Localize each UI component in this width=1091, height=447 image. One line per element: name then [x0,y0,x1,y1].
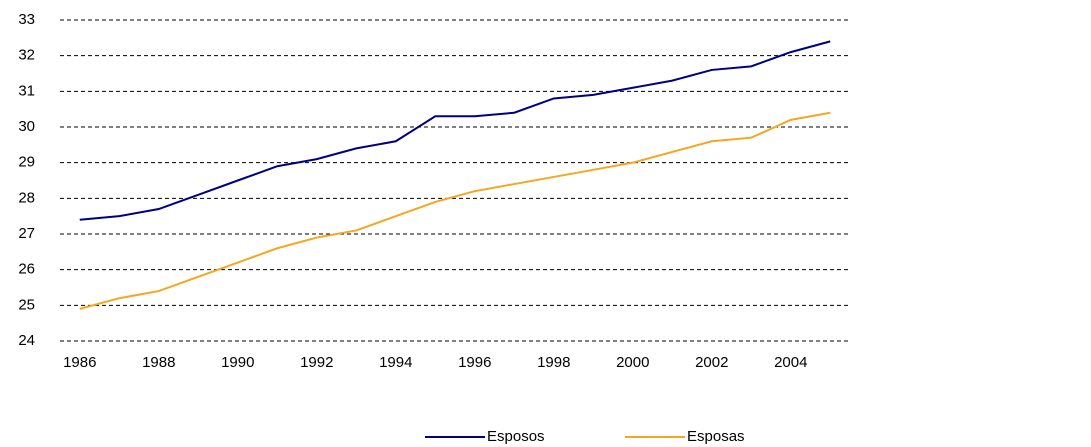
series-line [79,111,831,310]
y-tick-label: 24 [18,332,35,349]
y-tick-label: 27 [18,225,35,242]
x-tick-label: 2004 [774,354,807,371]
y-tick-label: 33 [18,11,35,28]
y-tick-label: 29 [18,154,35,171]
legend-label: Esposas [687,428,745,445]
x-tick-label: 1992 [300,354,333,371]
x-tick-label: 2000 [616,354,649,371]
y-tick-label: 30 [18,118,35,135]
legend-label: Esposos [487,428,545,445]
series-line [79,40,831,221]
x-tick-label: 1986 [63,354,96,371]
x-tick-label: 1996 [458,354,491,371]
y-tick-label: 32 [18,47,35,64]
x-tick-label: 1990 [221,354,254,371]
y-tick-label: 28 [18,189,35,206]
y-tick-label: 31 [18,82,35,99]
x-tick-label: 2002 [695,354,728,371]
y-tick-label: 25 [18,296,35,313]
x-tick-label: 1994 [379,354,412,371]
x-tick-label: 1998 [537,354,570,371]
x-tick-label: 1988 [142,354,175,371]
y-tick-label: 26 [18,261,35,278]
